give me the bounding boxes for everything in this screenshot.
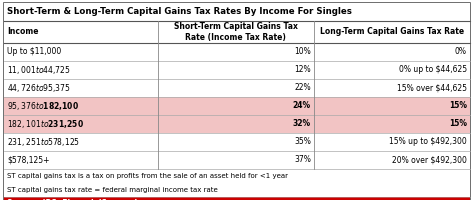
Text: 37%: 37%: [294, 156, 311, 164]
Text: 10%: 10%: [294, 47, 311, 56]
Text: Up to $11,000: Up to $11,000: [7, 47, 61, 56]
Text: 12%: 12%: [294, 66, 311, 74]
Text: ST capital gains tax rate = federal marginal income tax rate: ST capital gains tax rate = federal marg…: [7, 187, 218, 193]
Text: Short-Term & Long-Term Capital Gains Tax Rates By Income For Singles: Short-Term & Long-Term Capital Gains Tax…: [7, 7, 352, 17]
Bar: [4, 97, 470, 115]
Bar: [4, 61, 470, 79]
Text: ST capital gains tax is a tax on profits from the sale of an asset held for <1 y: ST capital gains tax is a tax on profits…: [7, 173, 288, 179]
Bar: [4, 183, 470, 197]
Text: 0% up to $44,625: 0% up to $44,625: [399, 66, 467, 74]
Text: 15%: 15%: [449, 119, 467, 129]
Bar: [4, 151, 470, 169]
Text: 22%: 22%: [294, 84, 311, 92]
Text: 20% over $492,300: 20% over $492,300: [392, 156, 467, 164]
Bar: [4, 79, 470, 97]
Bar: [4, 169, 470, 183]
Text: Income: Income: [7, 27, 38, 36]
Text: Long-Term Capital Gains Tax Rate: Long-Term Capital Gains Tax Rate: [320, 27, 464, 36]
Text: 15% over $44,625: 15% over $44,625: [397, 84, 467, 92]
Text: $95,376 to $182,100: $95,376 to $182,100: [7, 100, 79, 112]
Bar: [4, 133, 470, 151]
Text: $182,101 to $231,250: $182,101 to $231,250: [7, 118, 84, 130]
Bar: [4, 3, 470, 21]
Text: $578,125+: $578,125+: [7, 156, 49, 164]
Text: 15%: 15%: [449, 102, 467, 110]
Text: 24%: 24%: [293, 102, 311, 110]
Text: 15% up to $492,300: 15% up to $492,300: [389, 138, 467, 146]
Text: 32%: 32%: [293, 119, 311, 129]
Text: 35%: 35%: [294, 138, 311, 146]
Text: Source: IRS, FinancialSamurai.com: Source: IRS, FinancialSamurai.com: [7, 199, 158, 200]
Bar: [4, 115, 470, 133]
Text: $231,251 to $578,125: $231,251 to $578,125: [7, 136, 80, 148]
Bar: [4, 197, 470, 200]
Bar: [4, 43, 470, 61]
Text: 0%: 0%: [455, 47, 467, 56]
Bar: [4, 21, 470, 43]
Text: $44,726 to $95,375: $44,726 to $95,375: [7, 82, 71, 94]
Text: $11,001 to $44,725: $11,001 to $44,725: [7, 64, 71, 76]
Text: Short-Term Capital Gains Tax
Rate (Income Tax Rate): Short-Term Capital Gains Tax Rate (Incom…: [174, 22, 298, 42]
